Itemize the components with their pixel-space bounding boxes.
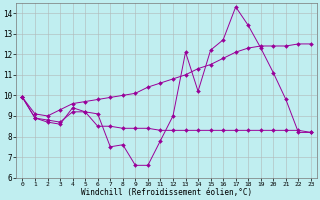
X-axis label: Windchill (Refroidissement éolien,°C): Windchill (Refroidissement éolien,°C) (81, 188, 252, 197)
